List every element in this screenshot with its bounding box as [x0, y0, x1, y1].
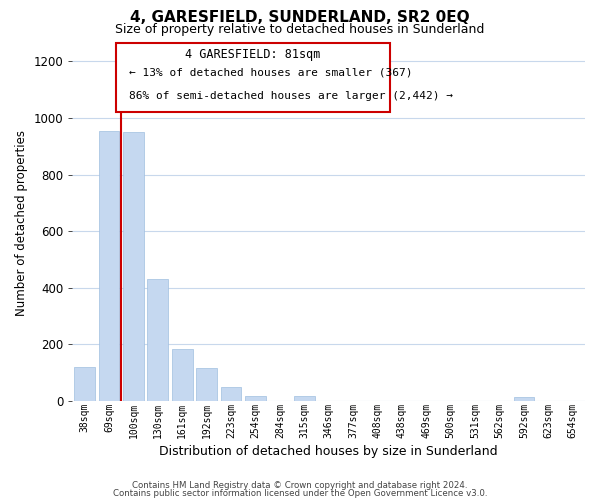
Bar — [172, 348, 193, 401]
Bar — [148, 280, 168, 401]
Bar — [221, 388, 241, 401]
Bar — [98, 130, 119, 401]
Bar — [514, 396, 535, 401]
Text: Size of property relative to detached houses in Sunderland: Size of property relative to detached ho… — [115, 22, 485, 36]
Text: ← 13% of detached houses are smaller (367): ← 13% of detached houses are smaller (36… — [129, 68, 412, 78]
Text: 4 GARESFIELD: 81sqm: 4 GARESFIELD: 81sqm — [185, 48, 321, 61]
FancyBboxPatch shape — [116, 42, 390, 112]
Text: Contains HM Land Registry data © Crown copyright and database right 2024.: Contains HM Land Registry data © Crown c… — [132, 481, 468, 490]
Y-axis label: Number of detached properties: Number of detached properties — [15, 130, 28, 316]
Text: 4, GARESFIELD, SUNDERLAND, SR2 0EQ: 4, GARESFIELD, SUNDERLAND, SR2 0EQ — [130, 10, 470, 25]
X-axis label: Distribution of detached houses by size in Sunderland: Distribution of detached houses by size … — [160, 444, 498, 458]
Bar — [245, 396, 266, 401]
Bar — [294, 396, 314, 401]
Bar — [123, 132, 144, 401]
Text: Contains public sector information licensed under the Open Government Licence v3: Contains public sector information licen… — [113, 488, 487, 498]
Bar — [74, 367, 95, 401]
Bar — [196, 368, 217, 401]
Text: 86% of semi-detached houses are larger (2,442) →: 86% of semi-detached houses are larger (… — [129, 91, 453, 101]
